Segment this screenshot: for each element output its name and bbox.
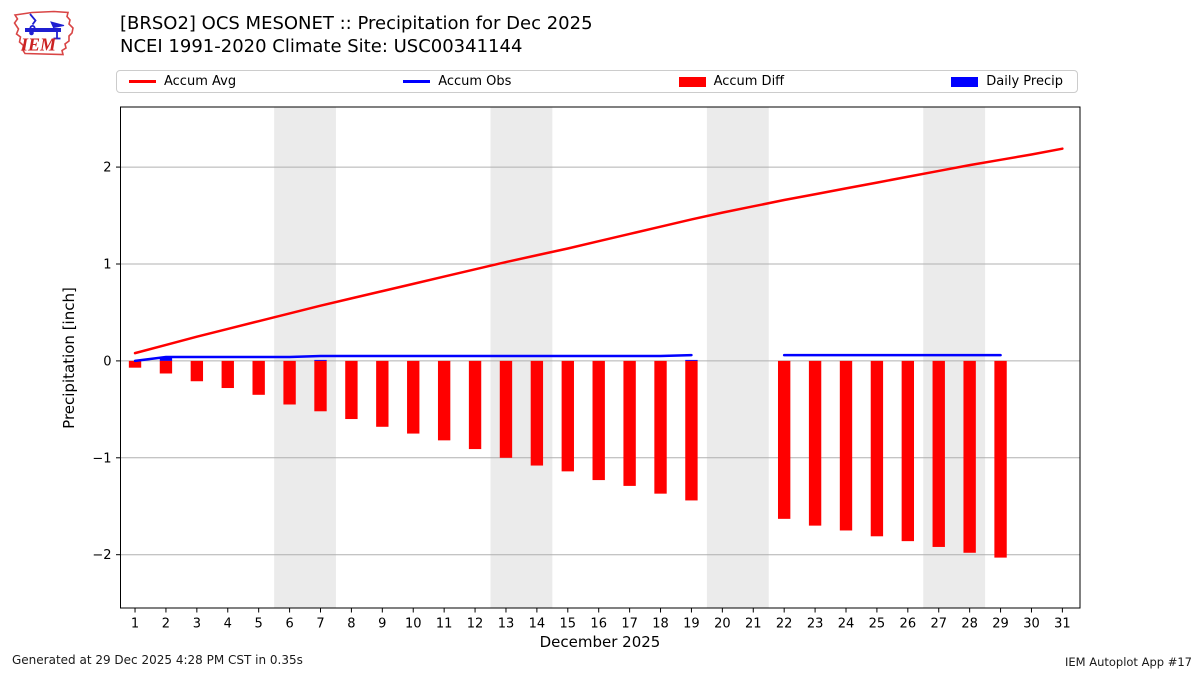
app-credit: IEM Autoplot App #17 bbox=[1064, 655, 1192, 669]
accum-diff-bar-day-8 bbox=[345, 360, 358, 420]
legend-item-accum-avg: Accum Avg bbox=[129, 74, 236, 89]
daily-precip-bar-day-19 bbox=[685, 359, 698, 361]
x-tick-label-18: 18 bbox=[652, 617, 669, 632]
title-line-2: NCEI 1991-2020 Climate Site: USC00341144 bbox=[120, 36, 523, 57]
accum-diff-bar-day-5 bbox=[252, 360, 265, 395]
legend-swatch-rect bbox=[951, 76, 979, 87]
x-tick-label-11: 11 bbox=[436, 617, 453, 632]
daily-precip-bar-day-7 bbox=[314, 359, 327, 361]
y-axis-label: Precipitation [inch] bbox=[60, 287, 78, 429]
iem-logo: IEM bbox=[10, 7, 78, 61]
accum-diff-bar-day-7 bbox=[314, 360, 327, 412]
x-tick-label-31: 31 bbox=[1054, 617, 1071, 632]
accum-diff-bar-day-13 bbox=[499, 360, 513, 458]
accum-diff-bar-day-4 bbox=[221, 360, 234, 389]
accum-diff-bar-day-19 bbox=[685, 360, 698, 501]
x-tick-label-15: 15 bbox=[560, 617, 577, 632]
x-tick-label-17: 17 bbox=[621, 617, 638, 632]
x-tick-label-12: 12 bbox=[467, 617, 484, 632]
legend-item-daily-precip: Daily Precip bbox=[951, 74, 1063, 89]
x-tick-label-7: 7 bbox=[316, 617, 324, 632]
accum-diff-bar-day-3 bbox=[190, 360, 204, 382]
accum-diff-bar-day-17 bbox=[623, 360, 636, 486]
iowa-outline-icon bbox=[13, 10, 74, 56]
x-tick-label-13: 13 bbox=[498, 617, 515, 632]
y-tick-label--1: −1 bbox=[92, 451, 111, 466]
logo-text: IEM bbox=[20, 35, 57, 55]
x-tick-label-27: 27 bbox=[930, 617, 947, 632]
accum-diff-bar-day-29 bbox=[994, 360, 1007, 558]
accum-diff-bar-day-23 bbox=[808, 360, 822, 526]
chart-title: [BRSO2] OCS MESONET :: Precipitation for… bbox=[120, 12, 593, 58]
legend-label: Accum Obs bbox=[438, 74, 512, 89]
x-tick-label-2: 2 bbox=[162, 617, 170, 632]
x-axis-label: December 2025 bbox=[539, 633, 661, 651]
accum-diff-bar-day-14 bbox=[530, 360, 544, 466]
accum-diff-bar-day-9 bbox=[376, 360, 389, 427]
legend-label: Accum Diff bbox=[713, 74, 785, 89]
accum-diff-bar-day-18 bbox=[654, 360, 667, 494]
x-tick-label-22: 22 bbox=[776, 617, 793, 632]
accum-avg-line bbox=[133, 147, 1064, 355]
accum-obs-line bbox=[133, 353, 693, 363]
accum-diff-bar-day-15 bbox=[561, 360, 574, 472]
accum-diff-bar-day-26 bbox=[901, 360, 915, 542]
accum-diff-bar-day-6 bbox=[283, 360, 296, 405]
x-tick-label-1: 1 bbox=[131, 617, 139, 632]
x-tick-label-19: 19 bbox=[683, 617, 700, 632]
legend-item-accum-obs: Accum Obs bbox=[403, 74, 511, 89]
legend-swatch-line bbox=[403, 80, 431, 83]
x-tick-label-3: 3 bbox=[193, 617, 201, 632]
daily-precip-bar-day-2 bbox=[159, 357, 173, 361]
x-tick-label-26: 26 bbox=[900, 617, 917, 632]
generated-timestamp: Generated at 29 Dec 2025 4:28 PM CST in … bbox=[12, 653, 303, 667]
legend-label: Accum Avg bbox=[164, 74, 237, 89]
x-tick-label-24: 24 bbox=[838, 617, 855, 632]
x-tick-label-9: 9 bbox=[378, 617, 386, 632]
weather-vane-icon bbox=[25, 13, 65, 40]
accum-diff-bar-day-1 bbox=[128, 360, 142, 368]
accum-diff-bar-day-16 bbox=[592, 360, 605, 481]
title-line-1: [BRSO2] OCS MESONET :: Precipitation for… bbox=[120, 13, 593, 34]
x-tick-label-16: 16 bbox=[590, 617, 607, 632]
accum-diff-bar-day-11 bbox=[437, 360, 451, 441]
x-tick-label-5: 5 bbox=[255, 617, 263, 632]
y-tick-label-2: 2 bbox=[103, 161, 111, 176]
accum-diff-bar-day-25 bbox=[870, 360, 884, 537]
x-tick-label-6: 6 bbox=[285, 617, 293, 632]
accum-diff-bar-day-22 bbox=[777, 360, 791, 519]
accum-diff-bar-day-28 bbox=[963, 360, 976, 553]
legend-swatch-rect bbox=[678, 76, 706, 87]
weekend-band bbox=[490, 107, 553, 608]
x-tick-label-25: 25 bbox=[869, 617, 886, 632]
legend-item-accum-diff: Accum Diff bbox=[678, 74, 785, 89]
y-tick-label-1: 1 bbox=[103, 257, 111, 272]
accum-diff-bar-day-2 bbox=[159, 360, 173, 374]
y-tick-label-0: 0 bbox=[103, 354, 111, 369]
x-tick-label-10: 10 bbox=[405, 617, 422, 632]
accum-diff-bar-day-10 bbox=[407, 360, 420, 434]
plot-border bbox=[120, 106, 1081, 609]
accum-diff-bar-day-24 bbox=[839, 360, 853, 531]
legend-label: Daily Precip bbox=[986, 74, 1063, 89]
x-tick-label-28: 28 bbox=[961, 617, 978, 632]
x-tick-label-20: 20 bbox=[714, 617, 731, 632]
accum-diff-bar-day-12 bbox=[468, 360, 482, 450]
x-tick-label-14: 14 bbox=[529, 617, 546, 632]
x-tick-label-21: 21 bbox=[745, 617, 762, 632]
x-tick-label-30: 30 bbox=[1023, 617, 1040, 632]
y-tick-label--2: −2 bbox=[92, 548, 111, 563]
x-tick-label-8: 8 bbox=[347, 617, 355, 632]
legend: Accum Avg Accum Obs Accum Diff Daily Precip bbox=[116, 70, 1078, 93]
iem-logo-svg: IEM bbox=[13, 10, 74, 56]
x-tick-label-4: 4 bbox=[224, 617, 232, 632]
accum-diff-bar-day-27 bbox=[932, 360, 945, 547]
x-tick-label-23: 23 bbox=[807, 617, 824, 632]
weekend-band bbox=[706, 107, 769, 608]
legend-swatch-line bbox=[129, 80, 156, 83]
x-tick-label-29: 29 bbox=[992, 617, 1009, 632]
